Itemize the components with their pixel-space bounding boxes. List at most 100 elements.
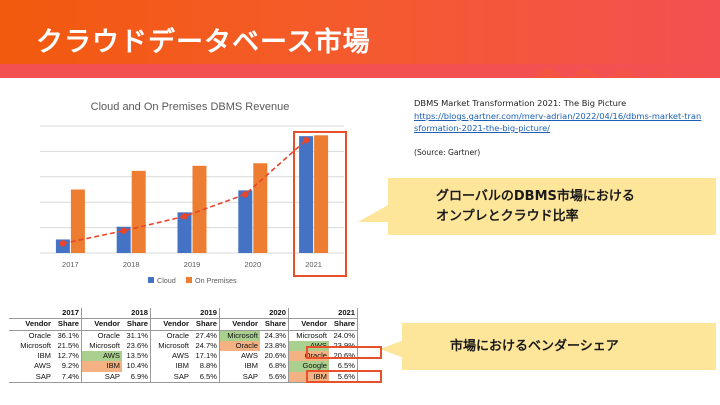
share-cell: 12.7% [53, 351, 82, 362]
bar-on-premises-2019 [192, 165, 207, 253]
callout-pointer-table [380, 340, 404, 358]
share-cell: 20.6% [260, 351, 289, 362]
vendor-cell: SAP [219, 371, 260, 384]
share-cell: 5.6% [260, 371, 289, 384]
share-cell: 6.8% [260, 361, 289, 372]
banner-wave [0, 64, 720, 78]
bar-on-premises-2020 [253, 163, 268, 253]
share-cell: 7.4% [53, 371, 82, 384]
callout-market-ratio: グローバルのDBMS市場における オンプレとクラウド比率 [388, 178, 716, 235]
vendor-cell: Oracle [28, 330, 51, 340]
share-cell: 36.1% [53, 330, 82, 341]
share-cell: 8.8% [191, 361, 220, 372]
year-header: 2017 [53, 308, 82, 320]
vendor-cell: Oracle [166, 330, 189, 340]
share-header: Share [122, 318, 151, 331]
vendor-cell: Microsoft [219, 330, 260, 341]
share-cell: 23.6% [122, 340, 151, 352]
x-tick-label: 2019 [184, 260, 201, 269]
vendor-cell: Microsoft [296, 330, 327, 340]
table-row: Oracle 36.1% Oracle 31.1% Oracle 27.4% Microso… [9, 330, 358, 341]
share-cell: 10.4% [122, 361, 151, 372]
vendor-cell: IBM [37, 351, 51, 361]
year-header: 2018 [122, 308, 151, 320]
share-cell: 17.1% [191, 351, 220, 362]
share-cell: 24.7% [191, 340, 220, 352]
table-row: AWS 9.2% IBM 10.4% IBM 8.8% IBM 6.8% Google 6.5% [9, 361, 358, 372]
vendor-cell: SAP [9, 371, 53, 384]
vendor-cell: AWS [171, 351, 189, 361]
legend-label: On Premises [195, 276, 237, 285]
trend-point [302, 136, 310, 144]
legend-swatch [186, 277, 192, 283]
share-header: Share [53, 318, 82, 331]
share-cell: 13.5% [122, 351, 151, 362]
table-row: IBM 12.7% AWS 13.5% AWS 17.1% AWS 20.6% Oracle 20… [9, 351, 358, 362]
share-header: Share [329, 318, 358, 331]
bar-on-premises-2021 [314, 135, 329, 253]
share-header: Share [191, 318, 220, 331]
vendor-header: Vendor [9, 318, 53, 331]
vendor-cell: AWS [33, 361, 51, 371]
page-title: クラウドデータベース市場 [36, 27, 371, 58]
source-note: (Source: Gartner) [414, 147, 481, 157]
share-cell: 20.6% [329, 351, 358, 362]
year-header: 2019 [191, 308, 220, 320]
x-tick-label: 2021 [305, 260, 322, 269]
vendor-cell: AWS [240, 351, 258, 361]
trend-point [181, 213, 188, 220]
share-cell: 6.5% [329, 361, 358, 372]
vendor-cell: Oracle [97, 330, 120, 340]
year-header: 2020 [260, 308, 289, 320]
source-title: DBMS Market Transformation 2021: The Big… [414, 98, 627, 108]
bar-cloud-2018 [116, 226, 131, 253]
bar-cloud-2021 [299, 136, 314, 253]
callout-pointer-chart [358, 204, 390, 222]
bar-on-premises-2018 [131, 170, 146, 253]
vendor-cell: Microsoft [20, 340, 51, 350]
share-cell: 6.5% [191, 371, 220, 384]
vendor-cell: IBM [175, 361, 189, 371]
vendor-cell: Microsoft [89, 340, 120, 350]
vendor-header: Vendor [150, 318, 191, 331]
year-spacer [219, 308, 260, 320]
vendor-cell: AWS [81, 351, 122, 362]
callout-ratio-line2: オンプレとクラウド比率 [436, 209, 579, 224]
vendor-cell: SAP [81, 371, 122, 384]
legend-label: Cloud [157, 276, 176, 285]
share-cell: 6.9% [122, 371, 151, 384]
bar-cloud-2019 [177, 212, 192, 253]
x-tick-label: 2020 [244, 260, 261, 269]
source-link[interactable]: https://blogs.gartner.com/merv-adrian/20… [414, 110, 702, 134]
vendor-cell: IBM [81, 361, 122, 372]
vendor-header: Vendor [219, 318, 260, 331]
share-header: Share [260, 318, 289, 331]
source-citation: DBMS Market Transformation 2021: The Big… [414, 97, 704, 159]
x-tick-label: 2018 [123, 260, 140, 269]
year-spacer [150, 308, 191, 320]
legend-swatch [148, 277, 154, 283]
vendor-cell: IBM [244, 361, 258, 371]
vendor-cell: Oracle [219, 340, 260, 352]
share-cell: 24.0% [329, 330, 358, 341]
year-spacer [9, 308, 53, 320]
highlight-2021-bars [293, 131, 347, 277]
share-cell: 24.3% [260, 330, 289, 341]
vendor-header: Vendor [288, 318, 329, 331]
share-cell: 9.2% [53, 361, 82, 372]
highlight-aws-row [306, 346, 382, 359]
trend-point [242, 191, 249, 198]
vendor-cell: Oracle [288, 351, 329, 362]
vendor-cell: Google [288, 361, 329, 372]
vendor-cell: SAP [150, 371, 191, 384]
trend-point [120, 227, 127, 234]
year-header: 2021 [329, 308, 358, 320]
callout-vendor-share: 市場におけるベンダーシェア [402, 323, 716, 370]
callout-share-text: 市場におけるベンダーシェア [450, 339, 619, 354]
trend-point [59, 240, 67, 247]
year-header-row: 2017 2018 2019 2020 2021 [9, 308, 358, 320]
callout-ratio-line1: グローバルのDBMS市場における [436, 189, 635, 204]
share-cell: 31.1% [122, 330, 151, 341]
column-header-row: Vendor Share Vendor Share Vendor Share Vendor S… [9, 318, 358, 331]
year-spacer [288, 308, 329, 320]
